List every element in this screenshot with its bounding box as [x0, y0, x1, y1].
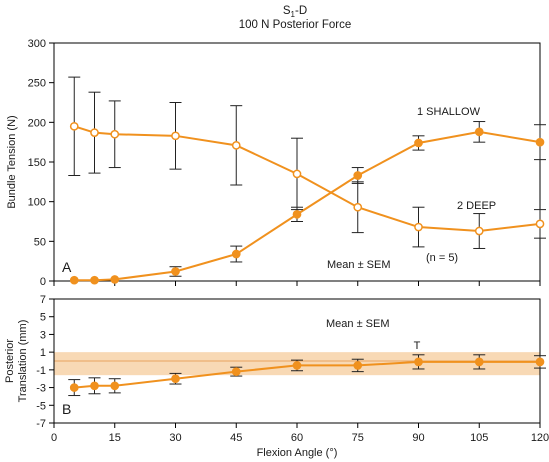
panel-b-ytick-label: 7 — [40, 294, 46, 306]
panel-b-ytick-label: -3 — [36, 383, 46, 395]
data-point — [171, 131, 180, 141]
panel-b-ylabel-line1: Posterior — [4, 339, 16, 383]
panel-a-ytick-label: 100 — [28, 197, 46, 209]
figure-subtitle: 100 N Posterior Force — [239, 19, 352, 31]
data-point — [231, 249, 241, 259]
series-line-0-1 — [73, 125, 541, 233]
data-point — [231, 140, 241, 150]
data-point — [110, 275, 120, 284]
panel-b-ytick-label: 1 — [40, 347, 46, 359]
panel-a-ylabel: Bundle Tension (N) — [6, 115, 18, 208]
data-point — [353, 171, 363, 180]
x-tick-label: 15 — [109, 432, 121, 444]
data-point — [535, 357, 545, 367]
series-line-1-0 — [74, 360, 540, 389]
x-tick-label: 0 — [51, 432, 57, 444]
data-point — [231, 367, 241, 376]
data-point — [110, 381, 120, 391]
x-tick-label: 45 — [230, 432, 242, 444]
figure-title: S1-D — [283, 5, 307, 19]
panel-a-annotation-n: (n = 5) — [426, 252, 458, 264]
panel-a-ytick-label: 0 — [40, 276, 46, 288]
data-point — [110, 129, 120, 139]
x-tick-label: 120 — [531, 432, 549, 444]
data-point — [292, 361, 302, 370]
data-point — [474, 357, 484, 367]
panel-a-y-ticks: 0 50 100 150 200 250 300 — [28, 38, 54, 288]
panel-a-x-ticks — [53, 281, 541, 286]
data-point — [353, 361, 363, 370]
data-point — [474, 127, 484, 137]
data-point — [90, 275, 99, 285]
panel-a-plot — [68, 76, 546, 285]
panel-b-label: B — [62, 401, 71, 417]
data-point — [353, 202, 363, 212]
data-point — [414, 222, 423, 232]
panel-a-label: A — [62, 259, 72, 275]
panel-b-plot — [68, 354, 546, 397]
x-tick-label: 75 — [352, 432, 364, 444]
data-point — [171, 374, 180, 384]
panel-a-annotation-mean: Mean ± SEM — [327, 259, 391, 271]
panel-b-ylabel-line2: Translation (mm) — [17, 320, 29, 403]
panel-a-ytick-label: 150 — [28, 157, 46, 169]
x-tick-label: 60 — [291, 432, 303, 444]
panel-b-annotation-t: T — [414, 340, 421, 352]
data-point — [171, 267, 180, 276]
data-point — [414, 138, 423, 148]
panel-b-x-ticks: 0 15 30 45 60 75 90 105 120 — [51, 423, 549, 444]
data-point — [292, 169, 302, 179]
panel-b-ytick-label: -1 — [36, 365, 46, 377]
data-point — [414, 357, 423, 367]
panel-b-annotation-mean: Mean ± SEM — [326, 318, 390, 330]
data-point — [535, 137, 545, 147]
panel-a-ytick-label: 300 — [28, 38, 46, 50]
panel-b-ytick-label: -5 — [36, 400, 46, 412]
data-point — [292, 210, 302, 219]
panel-b-ytick-label: 5 — [40, 312, 46, 324]
data-point — [69, 121, 79, 131]
x-tick-label: 30 — [169, 432, 181, 444]
data-point — [69, 383, 79, 392]
data-point — [90, 381, 99, 391]
data-point — [474, 226, 484, 236]
data-point — [69, 275, 79, 285]
series-line-0-0 — [74, 130, 541, 282]
panel-b: -7 -5 -3 -1 1 3 5 7 0 15 30 45 60 75 90 105 120 Posteri… — [4, 294, 549, 459]
series-label-deep: 2 DEEP — [457, 200, 496, 212]
panel-b-ytick-label: 3 — [40, 329, 46, 341]
data-point — [535, 219, 545, 229]
panel-b-ytick-label: -7 — [36, 418, 46, 430]
panel-a-ytick-label: 200 — [28, 117, 46, 129]
data-point — [90, 128, 99, 137]
x-axis-label: Flexion Angle (°) — [257, 447, 338, 459]
x-tick-label: 90 — [412, 432, 424, 444]
panel-a-ytick-label: 50 — [34, 236, 46, 248]
series-label-shallow: 1 SHALLOW — [417, 106, 481, 118]
x-tick-label: 105 — [470, 432, 488, 444]
panel-b-y-ticks: -7 -5 -3 -1 1 3 5 7 — [36, 294, 54, 430]
panel-a-ytick-label: 250 — [28, 78, 46, 90]
